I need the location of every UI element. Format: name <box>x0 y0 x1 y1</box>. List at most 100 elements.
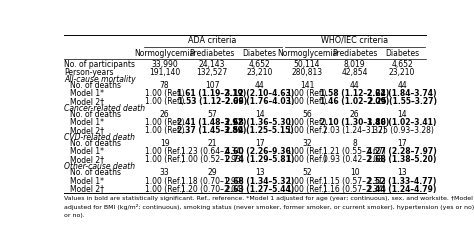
Text: 1.00 (Ref.): 1.00 (Ref.) <box>145 185 184 193</box>
Text: 1.23 (0.64–2.34): 1.23 (0.64–2.34) <box>181 147 244 156</box>
Text: All-cause mortality: All-cause mortality <box>64 75 136 84</box>
Text: 26: 26 <box>350 110 359 119</box>
Text: 2.68 (1.36–5.30): 2.68 (1.36–5.30) <box>225 118 294 127</box>
Text: Model 1*: Model 1* <box>70 147 104 156</box>
Text: No. of deaths: No. of deaths <box>70 139 121 148</box>
Text: 23,210: 23,210 <box>389 68 415 77</box>
Text: 1.00 (Ref.): 1.00 (Ref.) <box>287 155 327 164</box>
Text: adjusted for BMI (kg/m²; continuous), smoking status (never smoker, former smoke: adjusted for BMI (kg/m²; continuous), sm… <box>64 205 474 211</box>
Text: 19: 19 <box>160 139 169 148</box>
Text: 42,854: 42,854 <box>341 68 368 77</box>
Text: WHO/IEC criteria: WHO/IEC criteria <box>321 36 388 45</box>
Text: 56: 56 <box>302 110 312 119</box>
Text: Values in bold are statistically significant. Ref., reference. *Model 1 adjusted: Values in bold are statistically signifi… <box>64 196 474 201</box>
Text: 10: 10 <box>350 168 359 178</box>
Text: 141: 141 <box>300 81 314 90</box>
Text: 132,527: 132,527 <box>196 68 228 77</box>
Text: 4,652: 4,652 <box>391 60 413 69</box>
Text: 17: 17 <box>397 139 407 148</box>
Text: 1.21 (0.55–2.67): 1.21 (0.55–2.67) <box>323 147 386 156</box>
Text: 44: 44 <box>255 81 264 90</box>
Text: 2.74 (1.29–5.81): 2.74 (1.29–5.81) <box>225 155 294 164</box>
Text: 1.00 (Ref.): 1.00 (Ref.) <box>145 177 184 186</box>
Text: Diabetes: Diabetes <box>243 49 277 58</box>
Text: 4,652: 4,652 <box>249 60 271 69</box>
Text: 2.68 (1.34–5.32): 2.68 (1.34–5.32) <box>225 177 294 186</box>
Text: 107: 107 <box>205 81 219 90</box>
Text: 44: 44 <box>397 81 407 90</box>
Text: 1.00 (Ref.): 1.00 (Ref.) <box>287 126 327 135</box>
Text: 2.41 (1.48–3.92): 2.41 (1.48–3.92) <box>177 118 247 127</box>
Text: Model 2†: Model 2† <box>70 126 104 135</box>
Text: Prediabetes: Prediabetes <box>190 49 235 58</box>
Text: 191,140: 191,140 <box>149 68 180 77</box>
Text: 13: 13 <box>255 168 264 178</box>
Text: Diabetes: Diabetes <box>385 49 419 58</box>
Text: 1.58 (1.12–2.24): 1.58 (1.12–2.24) <box>320 89 389 98</box>
Text: Model 1*: Model 1* <box>70 89 104 98</box>
Text: 2.44 (1.24–4.79): 2.44 (1.24–4.79) <box>367 185 437 193</box>
Text: 1.46 (1.02–2.09): 1.46 (1.02–2.09) <box>320 97 389 106</box>
Text: 21: 21 <box>207 139 217 148</box>
Text: 1.00 (Ref.): 1.00 (Ref.) <box>287 89 327 98</box>
Text: 4.27 (2.28–7.97): 4.27 (2.28–7.97) <box>367 147 437 156</box>
Text: 13: 13 <box>397 168 407 178</box>
Text: 29: 29 <box>207 168 217 178</box>
Text: No. of participants: No. of participants <box>64 60 136 69</box>
Text: 52: 52 <box>302 168 312 178</box>
Text: 14: 14 <box>255 110 264 119</box>
Text: 4.60 (2.26–9.36): 4.60 (2.26–9.36) <box>225 147 294 156</box>
Text: 2.52 (1.33–4.77): 2.52 (1.33–4.77) <box>367 177 437 186</box>
Text: Model 2†: Model 2† <box>70 155 104 164</box>
Text: 1.00 (Ref.): 1.00 (Ref.) <box>287 177 327 186</box>
Text: 1.00 (Ref.): 1.00 (Ref.) <box>287 185 327 193</box>
Text: 1.00 (Ref.): 1.00 (Ref.) <box>145 155 184 164</box>
Text: 3.12 (2.10–4.63): 3.12 (2.10–4.63) <box>225 89 294 98</box>
Text: Cancer-related death: Cancer-related death <box>64 104 146 113</box>
Text: 1.00 (Ref.): 1.00 (Ref.) <box>145 126 184 135</box>
Text: 2.63 (1.27–5.44): 2.63 (1.27–5.44) <box>225 185 294 193</box>
Text: 2.37 (1.45–3.89): 2.37 (1.45–3.89) <box>177 126 247 135</box>
Text: 78: 78 <box>160 81 169 90</box>
Text: 1.00 (Ref.): 1.00 (Ref.) <box>145 89 184 98</box>
Text: 32: 32 <box>302 139 312 148</box>
Text: ADA criteria: ADA criteria <box>188 36 236 45</box>
Text: 8: 8 <box>352 139 357 148</box>
Text: 26: 26 <box>160 110 169 119</box>
Text: 1.00 (Ref.): 1.00 (Ref.) <box>145 118 184 127</box>
Text: 0.93 (0.42–2.08): 0.93 (0.42–2.08) <box>323 155 386 164</box>
Text: 2.10 (1.30–3.40): 2.10 (1.30–3.40) <box>320 118 389 127</box>
Text: 1.00 (0.52–1.93): 1.00 (0.52–1.93) <box>181 155 244 164</box>
Text: 1.00 (Ref.): 1.00 (Ref.) <box>145 97 184 106</box>
Text: 44: 44 <box>350 81 359 90</box>
Text: Model 2†: Model 2† <box>70 97 104 106</box>
Text: No. of deaths: No. of deaths <box>70 110 121 119</box>
Text: 1.53 (1.12–2.09): 1.53 (1.12–2.09) <box>177 97 246 106</box>
Text: Model 1*: Model 1* <box>70 118 104 127</box>
Text: 24,143: 24,143 <box>199 60 225 69</box>
Text: 1.15 (0.57–2.31): 1.15 (0.57–2.31) <box>323 177 386 186</box>
Text: or no).: or no). <box>64 213 84 218</box>
Text: 2.68 (1.38–5.20): 2.68 (1.38–5.20) <box>367 155 437 164</box>
Text: 1.00 (Ref.): 1.00 (Ref.) <box>287 97 327 106</box>
Text: 2.25 (1.55–3.27): 2.25 (1.55–3.27) <box>368 97 437 106</box>
Text: Prediabetes: Prediabetes <box>332 49 377 58</box>
Text: Person-years: Person-years <box>64 68 114 77</box>
Text: Normoglycemia: Normoglycemia <box>135 49 195 58</box>
Text: 1.16 (0.57–2.34): 1.16 (0.57–2.34) <box>323 185 386 193</box>
Text: 1.61 (1.19–2.19): 1.61 (1.19–2.19) <box>177 89 246 98</box>
Text: 33,990: 33,990 <box>151 60 178 69</box>
Text: 1.00 (Ref.): 1.00 (Ref.) <box>287 118 327 127</box>
Text: 2.66 (1.76–4.03): 2.66 (1.76–4.03) <box>225 97 294 106</box>
Text: 14: 14 <box>397 110 407 119</box>
Text: 8,019: 8,019 <box>344 60 365 69</box>
Text: 57: 57 <box>207 110 217 119</box>
Text: CVD-related death: CVD-related death <box>64 133 136 142</box>
Text: No. of deaths: No. of deaths <box>70 168 121 178</box>
Text: Model 1*: Model 1* <box>70 177 104 186</box>
Text: 50,114: 50,114 <box>294 60 320 69</box>
Text: 2.03 (1.24–3.32): 2.03 (1.24–3.32) <box>323 126 386 135</box>
Text: 2.62 (1.84–3.74): 2.62 (1.84–3.74) <box>367 89 437 98</box>
Text: 1.20 (0.70–2.04): 1.20 (0.70–2.04) <box>181 185 244 193</box>
Text: 1.00 (Ref.): 1.00 (Ref.) <box>145 147 184 156</box>
